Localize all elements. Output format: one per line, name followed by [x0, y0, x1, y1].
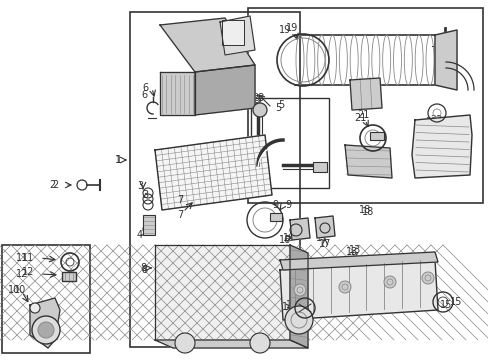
Polygon shape [289, 218, 309, 240]
Polygon shape [30, 298, 60, 348]
Bar [250, 98, 328, 188]
Text: 11: 11 [22, 253, 34, 263]
Bar [269, 213, 282, 221]
Bar [2, 245, 90, 353]
Text: 16: 16 [278, 235, 290, 245]
Text: 4: 4 [137, 230, 143, 240]
Bar [312, 162, 326, 172]
Text: 1: 1 [115, 155, 121, 165]
Polygon shape [349, 78, 381, 110]
Circle shape [30, 303, 40, 313]
Text: 2: 2 [49, 180, 55, 190]
Circle shape [421, 272, 433, 284]
Text: 3: 3 [142, 190, 148, 200]
Polygon shape [155, 340, 307, 348]
Circle shape [175, 333, 195, 353]
Text: 7: 7 [177, 210, 183, 220]
Polygon shape [155, 135, 271, 210]
Bar [222, 20, 244, 45]
Polygon shape [314, 216, 334, 238]
Text: 22: 22 [429, 115, 442, 125]
Text: 21: 21 [353, 113, 366, 123]
Text: 6: 6 [142, 90, 148, 100]
Polygon shape [160, 72, 195, 115]
Text: 6: 6 [142, 83, 148, 93]
Text: 14: 14 [285, 300, 297, 310]
Bar [130, 12, 299, 347]
Polygon shape [411, 115, 471, 178]
Text: 16: 16 [282, 233, 294, 243]
Circle shape [249, 333, 269, 353]
Polygon shape [160, 18, 254, 72]
Text: 19: 19 [278, 25, 290, 35]
Circle shape [252, 103, 266, 117]
Text: 18: 18 [358, 205, 370, 215]
Text: 11: 11 [16, 253, 28, 263]
Text: 5: 5 [274, 103, 281, 113]
Text: 12: 12 [22, 267, 34, 277]
Text: 4: 4 [142, 223, 148, 233]
Circle shape [285, 306, 312, 334]
Text: 18: 18 [361, 207, 373, 217]
Bar [62, 272, 76, 281]
Text: 17: 17 [318, 239, 330, 249]
Text: 8: 8 [140, 263, 146, 273]
Circle shape [32, 316, 60, 344]
Text: 22: 22 [425, 117, 437, 127]
Text: 21: 21 [356, 110, 368, 120]
Text: 14: 14 [281, 302, 293, 312]
Bar [369, 132, 383, 140]
Bar [247, 8, 482, 203]
Text: 5: 5 [278, 100, 284, 110]
Polygon shape [434, 30, 456, 90]
Text: 10: 10 [8, 285, 20, 295]
Text: 20: 20 [439, 37, 451, 47]
Text: 13: 13 [345, 247, 357, 257]
Circle shape [293, 284, 305, 296]
Polygon shape [345, 145, 391, 178]
Circle shape [38, 322, 54, 338]
Polygon shape [280, 252, 437, 270]
Text: 3: 3 [137, 181, 143, 191]
Text: 2: 2 [52, 180, 58, 190]
Text: 15: 15 [449, 297, 461, 307]
Circle shape [338, 281, 350, 293]
Polygon shape [280, 260, 437, 320]
Polygon shape [289, 245, 307, 348]
Text: 7: 7 [176, 195, 183, 205]
Polygon shape [155, 245, 289, 340]
Text: 1: 1 [116, 155, 122, 165]
Polygon shape [220, 16, 254, 55]
Text: 15: 15 [439, 300, 451, 310]
Text: 8: 8 [142, 265, 148, 275]
Bar [142, 215, 155, 235]
Text: 13: 13 [348, 245, 360, 255]
Polygon shape [195, 65, 254, 115]
Text: 12: 12 [16, 269, 28, 279]
Circle shape [383, 276, 395, 288]
Text: 20: 20 [443, 37, 455, 47]
Text: 23: 23 [247, 95, 260, 105]
Text: 23: 23 [251, 93, 264, 103]
Text: 9: 9 [285, 200, 290, 210]
Text: 10: 10 [14, 285, 26, 295]
Text: 17: 17 [315, 233, 328, 243]
Text: 19: 19 [285, 23, 298, 33]
Text: 9: 9 [271, 200, 278, 210]
